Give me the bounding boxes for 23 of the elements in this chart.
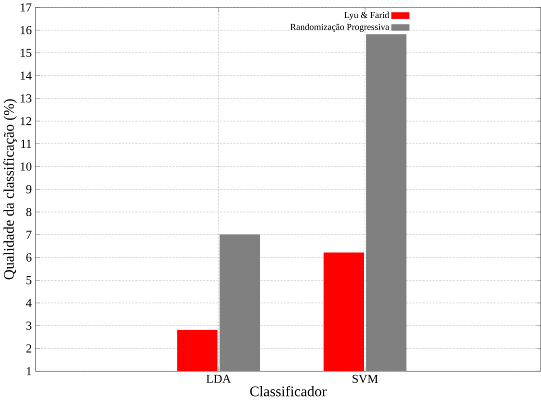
y-tick-label: 14 [20,72,32,80]
y-tick-label: 17 [20,4,32,12]
x-tick-label: LDA [206,374,231,383]
y-tick-label: 15 [20,48,32,58]
y-tick-label: 1 [26,367,32,376]
y-tick-label: 11 [21,140,32,148]
y-axis-title: Qualidade da classificação (%) [3,99,17,280]
y-tick-label: 5 [26,276,32,284]
legend-label: Randomização Progressiva [290,24,390,32]
y-tick-label: 6 [26,254,32,262]
x-axis-title: Classificador [250,386,327,396]
y-tick-label: 12 [20,117,32,126]
y-tick-label: 4 [26,299,32,308]
y-tick-label: 8 [26,208,32,216]
y-tick-label: 2 [26,344,32,353]
y-tick-label: 7 [26,230,32,239]
y-tick-label: 3 [26,322,32,330]
y-tick-label: 10 [20,162,32,171]
legend-label: Lyu & Farid [344,12,390,20]
x-tick-label: SVM [352,374,378,384]
y-tick-label: 13 [20,94,32,103]
y-tick-label: 16 [20,26,32,34]
y-tick-label: 9 [26,185,32,194]
